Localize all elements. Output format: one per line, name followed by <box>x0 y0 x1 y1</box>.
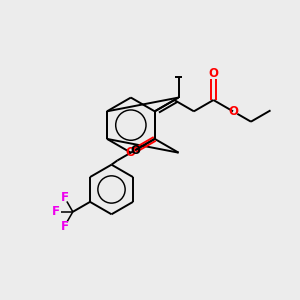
Text: F: F <box>61 220 69 232</box>
Text: F: F <box>52 205 60 218</box>
Text: O: O <box>130 144 140 157</box>
Text: F: F <box>61 191 69 204</box>
Text: O: O <box>126 146 136 159</box>
Text: O: O <box>228 105 238 118</box>
Text: O: O <box>208 68 218 80</box>
